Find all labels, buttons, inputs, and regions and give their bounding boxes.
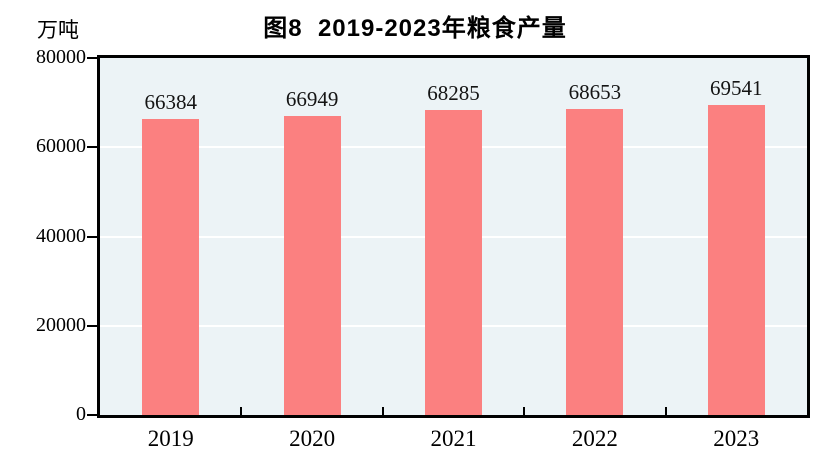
y-tick-mark xyxy=(87,324,97,327)
y-tick-label: 60000 xyxy=(36,135,86,158)
bar-2020 xyxy=(283,116,341,415)
bar-value-label: 66384 xyxy=(144,89,197,114)
x-tick-label: 2020 xyxy=(289,426,336,451)
y-tick-label: 80000 xyxy=(36,46,86,68)
y-tick-label: 0 xyxy=(76,403,86,425)
x-tick-label: 2022 xyxy=(571,426,618,451)
bar-value-label: 68285 xyxy=(427,81,480,106)
bar-2021 xyxy=(425,110,482,415)
x-tick-mark xyxy=(381,407,384,415)
bar-2022 xyxy=(566,108,624,415)
x-tick-label: 2019 xyxy=(147,426,194,451)
chart-title: 图8 2019-2023年粮食产量 xyxy=(263,15,567,42)
y-tick-label: 40000 xyxy=(36,224,86,247)
y-axis-unit-label: 万吨 xyxy=(37,18,79,42)
y-tick-mark xyxy=(87,235,97,238)
y-tick-label: 20000 xyxy=(36,313,86,336)
plot-area: 66384 66949 68285 68653 69541 xyxy=(97,55,810,418)
y-tick-mark xyxy=(87,57,97,59)
bar-value-label: 69541 xyxy=(710,75,763,100)
bar-2023 xyxy=(707,104,765,415)
x-tick-mark xyxy=(523,407,526,415)
y-tick-mark xyxy=(87,414,97,416)
bar-2019 xyxy=(142,118,200,415)
y-tick-mark xyxy=(87,146,97,149)
bar-value-label: 68653 xyxy=(568,79,622,104)
x-tick-label: 2021 xyxy=(430,426,477,451)
x-tick-mark xyxy=(240,407,243,415)
x-tick-mark xyxy=(664,407,667,415)
x-tick-label: 2023 xyxy=(713,426,760,451)
bar-value-label: 66949 xyxy=(285,87,339,112)
